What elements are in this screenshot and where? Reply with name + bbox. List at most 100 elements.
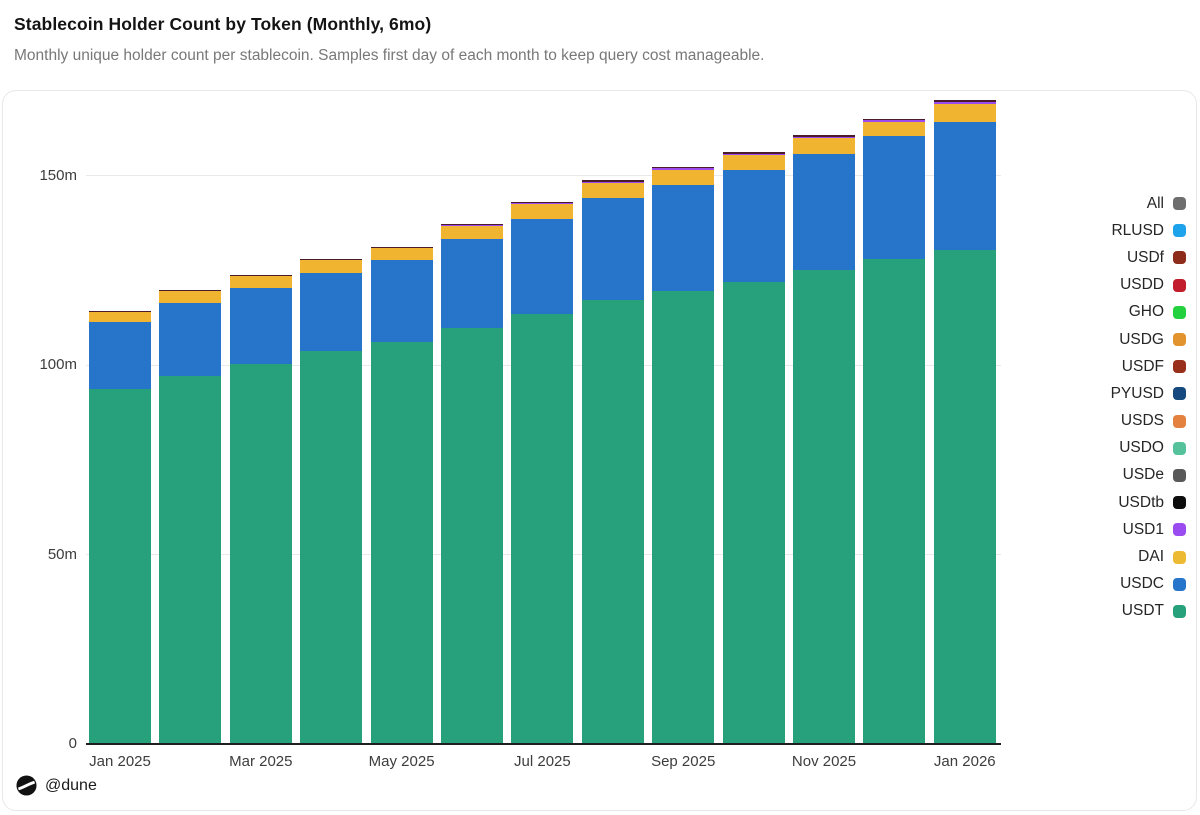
legend-item-usdd[interactable]: USDD	[1111, 272, 1186, 299]
legend-label: RLUSD	[1111, 221, 1164, 239]
legend-item-pyusd[interactable]: PYUSD	[1111, 380, 1186, 407]
bar-segment-dai[interactable]	[863, 121, 926, 137]
legend-item-dai[interactable]: DAI	[1111, 543, 1186, 570]
bar-segment-others[interactable]	[229, 275, 292, 276]
bar-nov-2025[interactable]	[793, 135, 855, 744]
legend-item-usde[interactable]: USDe	[1111, 462, 1186, 489]
bar-segment-usdt[interactable]	[511, 314, 574, 744]
bar-segment-usd1[interactable]	[441, 225, 503, 227]
legend-swatch-icon	[1173, 441, 1186, 455]
bar-segment-dai[interactable]	[370, 247, 433, 261]
bar-segment-others[interactable]	[793, 135, 855, 137]
bar-segment-others[interactable]	[300, 258, 363, 260]
bar-segment-usdt[interactable]	[652, 291, 715, 744]
bar-segment-usdt[interactable]	[581, 300, 644, 744]
bar-segment-usdc[interactable]	[300, 272, 363, 351]
bar-segment-others[interactable]	[863, 119, 926, 121]
bar-segment-usdc[interactable]	[441, 239, 503, 328]
bar-jun-2025[interactable]	[441, 224, 503, 744]
dune-logo-icon	[16, 775, 37, 796]
bar-segment-usdt[interactable]	[441, 327, 503, 744]
dune-handle[interactable]: @dune	[45, 776, 97, 794]
bar-segment-usdc[interactable]	[652, 185, 715, 292]
bar-may-2025[interactable]	[370, 246, 433, 744]
bar-oct-2025[interactable]	[722, 152, 785, 744]
bar-segment-others[interactable]	[652, 166, 715, 169]
bar-segment-others[interactable]	[370, 246, 433, 248]
legend-item-usdo[interactable]: USDO	[1111, 435, 1186, 462]
bar-segment-usdt[interactable]	[722, 282, 785, 744]
legend-item-usdg[interactable]: USDG	[1111, 326, 1186, 353]
bar-segment-usdc[interactable]	[511, 219, 574, 315]
bar-segment-dai[interactable]	[300, 259, 363, 273]
bar-segment-dai[interactable]	[722, 154, 785, 170]
bar-dec-2025[interactable]	[863, 119, 926, 744]
bar-segment-usdc[interactable]	[581, 197, 644, 301]
bar-aug-2025[interactable]	[581, 180, 644, 744]
bar-segment-usd1[interactable]	[863, 120, 926, 122]
legend-item-usdf[interactable]: USDF	[1111, 353, 1186, 380]
bar-segment-dai[interactable]	[793, 138, 855, 155]
x-tick-label: Nov 2025	[791, 753, 857, 770]
bar-segment-usdt[interactable]	[370, 341, 433, 744]
bar-segment-dai[interactable]	[511, 204, 574, 220]
bar-segment-usd1[interactable]	[722, 153, 785, 155]
bar-segment-usdt[interactable]	[300, 350, 363, 744]
watermark[interactable]: @dune	[16, 775, 97, 796]
bar-segment-usdt[interactable]	[863, 258, 926, 744]
bar-segment-usd1[interactable]	[581, 181, 644, 183]
bar-segment-others[interactable]	[581, 180, 644, 182]
bar-jan-2025[interactable]	[89, 311, 151, 744]
bar-segment-dai[interactable]	[933, 104, 996, 123]
legend-swatch-icon	[1173, 550, 1186, 564]
bar-segment-others[interactable]	[722, 152, 785, 154]
legend-item-all[interactable]: All	[1111, 190, 1186, 217]
legend-item-usdt[interactable]: USDT	[1111, 598, 1186, 625]
bar-segment-usdc[interactable]	[863, 136, 926, 259]
bar-segment-usdt[interactable]	[89, 389, 151, 744]
bar-segment-usd1[interactable]	[793, 136, 855, 139]
bar-segment-usdt[interactable]	[159, 375, 222, 744]
bar-segment-usdc[interactable]	[722, 169, 785, 283]
bar-jul-2025[interactable]	[511, 202, 574, 744]
legend-item-usdc[interactable]: USDC	[1111, 571, 1186, 598]
legend-item-gho[interactable]: GHO	[1111, 299, 1186, 326]
bar-segment-usd1[interactable]	[652, 168, 715, 170]
bar-segment-usdc[interactable]	[159, 303, 222, 376]
bar-segment-usd1[interactable]	[933, 102, 996, 105]
bar-segment-usd1[interactable]	[511, 203, 574, 205]
bar-segment-usdt[interactable]	[793, 269, 855, 744]
bar-segment-dai[interactable]	[159, 290, 222, 304]
bar-segment-usdc[interactable]	[370, 260, 433, 342]
bar-segment-usdc[interactable]	[89, 322, 151, 390]
bar-mar-2025[interactable]	[229, 275, 292, 744]
bar-feb-2025[interactable]	[159, 290, 222, 744]
bar-segment-others[interactable]	[511, 202, 574, 204]
bar-segment-dai[interactable]	[229, 275, 292, 289]
bar-segment-dai[interactable]	[89, 311, 151, 323]
bar-sep-2025[interactable]	[652, 166, 715, 744]
bar-segment-others[interactable]	[89, 311, 151, 312]
bar-segment-usdc[interactable]	[793, 154, 855, 270]
legend-item-usds[interactable]: USDS	[1111, 408, 1186, 435]
bar-segment-dai[interactable]	[441, 226, 503, 240]
bar-apr-2025[interactable]	[300, 258, 363, 744]
legend-item-usdf[interactable]: USDf	[1111, 244, 1186, 271]
bar-segment-dai[interactable]	[652, 169, 715, 186]
legend-swatch-icon	[1173, 360, 1186, 374]
bar-segment-dai[interactable]	[581, 182, 644, 198]
bar-segment-usdc[interactable]	[229, 288, 292, 365]
legend-label: DAI	[1138, 548, 1164, 566]
bar-segment-usdt[interactable]	[933, 250, 996, 744]
bar-segment-usdc[interactable]	[933, 122, 996, 251]
bar-segment-others[interactable]	[159, 290, 222, 291]
bar-jan-2026[interactable]	[933, 99, 996, 744]
bar-segment-usdt[interactable]	[229, 364, 292, 744]
bar-segment-others[interactable]	[933, 99, 996, 103]
legend-swatch-icon	[1173, 604, 1186, 618]
legend-item-rlusd[interactable]: RLUSD	[1111, 217, 1186, 244]
bar-segment-others[interactable]	[441, 224, 503, 226]
legend-item-usdtb[interactable]: USDtb	[1111, 489, 1186, 516]
legend-item-usd1[interactable]: USD1	[1111, 516, 1186, 543]
legend-label: USDe	[1122, 466, 1164, 484]
